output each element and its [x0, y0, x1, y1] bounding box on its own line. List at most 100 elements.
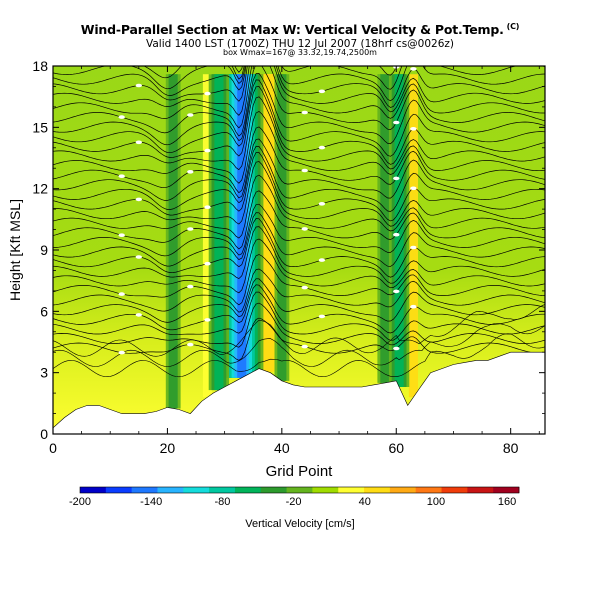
contour-label-mark [301, 285, 308, 290]
y-tick-label: 15 [32, 119, 48, 135]
isentrope-contour [53, 302, 545, 348]
chart-title-text: Wind-Parallel Section at Max W: Vertical… [80, 22, 504, 38]
y-tick-label: 9 [40, 242, 48, 258]
contour-label-mark [393, 120, 400, 125]
contour-label-mark [187, 284, 194, 289]
y-tick-label: 3 [40, 365, 48, 381]
colorbar-swatch [441, 487, 468, 493]
contour-label-mark [301, 344, 308, 349]
contour-label-mark [393, 289, 400, 294]
colorbar-label: Vertical Velocity [cm/s] [245, 518, 354, 530]
y-tick-label: 18 [32, 58, 48, 74]
isentrope-contour [53, 86, 545, 165]
x-axis: 0 20 40 60 80 [49, 66, 540, 456]
boundary-layer-contour [53, 304, 545, 357]
colorbar-swatch [183, 487, 210, 493]
boundary-layer-contour [53, 333, 545, 378]
colorbar-tick-label: -80 [214, 496, 230, 508]
isentrope-contour [53, 284, 545, 334]
isentrope-contour [53, 73, 545, 146]
colorbar-tick-label: 100 [427, 496, 445, 508]
contour-label-mark [204, 91, 211, 96]
contour-label-mark [135, 197, 142, 202]
contour-label-mark [135, 83, 142, 88]
colorbar-swatch [157, 487, 184, 493]
y-tick-label: 6 [40, 303, 48, 319]
contour-label-mark [410, 245, 417, 250]
colorbar-swatch [389, 487, 417, 493]
contour-label-mark [318, 145, 326, 150]
x-tick-label: 20 [160, 440, 176, 456]
contour-label-mark [393, 346, 400, 351]
colorbar: -200 -140 -80 -20 40 100 160 [69, 486, 520, 508]
isentrope-contour [53, 96, 545, 171]
contour-label-mark [301, 168, 308, 173]
colorbar-swatch [131, 487, 158, 493]
downdraft-core [214, 74, 224, 391]
x-tick-label: 0 [49, 440, 57, 456]
colorbar-tick-label: 40 [359, 496, 371, 508]
updraft-core [408, 74, 418, 398]
colorbar-swatch [338, 487, 365, 493]
isentrope-contour [53, 161, 545, 227]
isentrope-contour [53, 66, 545, 116]
contour-label-mark [410, 67, 417, 71]
x-tick-label: 60 [388, 440, 404, 456]
colorbar-swatch [234, 487, 262, 493]
downdraft-core [237, 74, 247, 378]
isentrope-contour [53, 190, 545, 250]
y-tick-label: 0 [40, 426, 48, 442]
contour-label-mark [204, 318, 211, 322]
contour-label-mark [393, 176, 400, 181]
isentrope-contour [53, 79, 545, 157]
isentrope-contour [53, 218, 545, 278]
y-axis: 0 3 6 9 12 15 18 [32, 58, 545, 442]
isentrope-contour [53, 226, 545, 284]
colorbar-tick-label: -140 [140, 496, 162, 508]
contour-label-mark [410, 186, 417, 191]
velocity-field [53, 56, 545, 428]
contour-label-mark [135, 255, 142, 259]
colorbar-swatch [260, 487, 287, 493]
isentrope-contour [53, 174, 545, 239]
colorbar-swatch [467, 487, 494, 493]
colorbar-tick-label: 160 [498, 496, 516, 508]
contour-label-mark [118, 233, 125, 237]
contour-label-mark [204, 148, 211, 153]
isentrope-contour [53, 138, 545, 201]
contour-label-mark [119, 56, 125, 60]
colorbar-swatch [364, 487, 391, 493]
contour-label-mark [118, 115, 125, 119]
downdraft-core [277, 74, 287, 381]
x-tick-label: 40 [274, 440, 290, 456]
updraft-core [263, 74, 273, 372]
x-tick-label: 80 [503, 440, 519, 456]
contour-label-mark [318, 258, 326, 262]
colorbar-tick-label: -20 [286, 496, 302, 508]
title-mark: (C) [506, 22, 520, 31]
downdraft-core [168, 74, 178, 409]
contour-label-mark [410, 304, 417, 309]
isentrope-contour [53, 212, 545, 267]
isentrope-contour [53, 110, 545, 184]
chart-title: Wind-Parallel Section at Max W: Vertical… [0, 22, 600, 37]
contour-label-mark [187, 57, 193, 61]
colorbar-swatch [209, 487, 236, 493]
contour-label-mark [204, 205, 211, 209]
isentrope-contour [53, 66, 545, 129]
colorbar-swatch [415, 487, 442, 493]
chart-subtitle-wmax: box Wmax=167@ 33.32,19.74,2500m [223, 48, 377, 57]
contour-label-mark [204, 261, 211, 266]
contour-label-mark [318, 202, 326, 206]
isentrope-contour [53, 278, 545, 323]
isentrope-contour [53, 66, 545, 137]
colorbar-swatch [105, 487, 133, 493]
isentrope-contour [53, 66, 545, 102]
colorbar-swatch [493, 487, 520, 493]
chart-subtitle-valid: Valid 1400 LST (1700Z) THU 12 Jul 2007 (… [145, 38, 455, 50]
y-tick-label: 12 [32, 181, 48, 197]
contour-label-mark [135, 140, 142, 145]
boundary-layer-contour [53, 323, 545, 367]
isentrope-contour [53, 238, 545, 294]
